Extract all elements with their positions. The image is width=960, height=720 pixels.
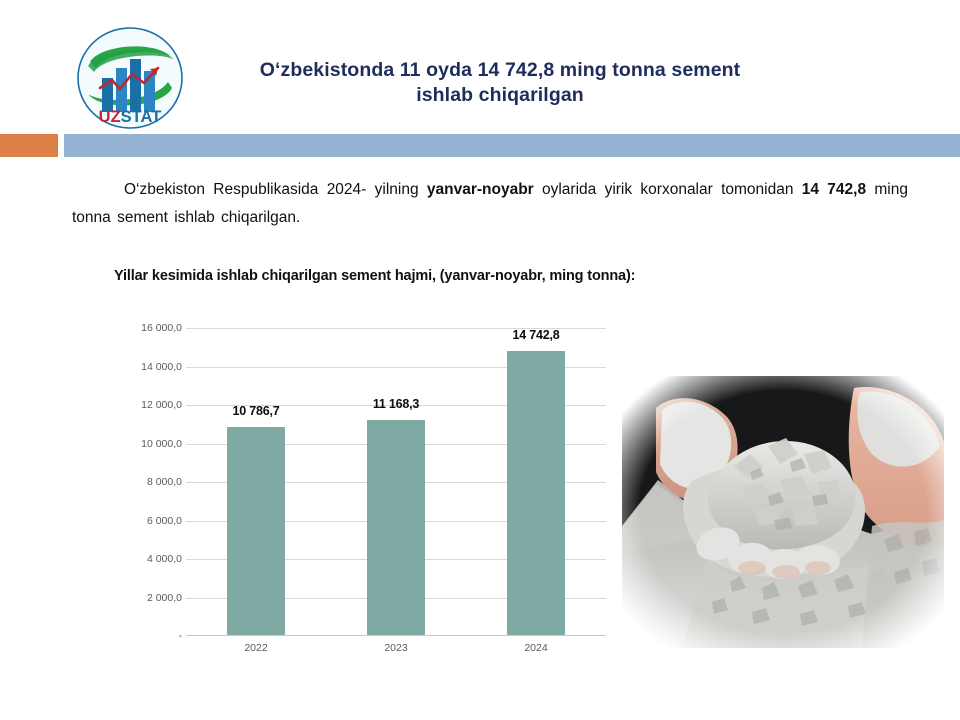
y-axis-labels: 16 000,0 14 000,0 12 000,0 10 000,0 8 000,0 6… (110, 322, 182, 642)
page-header: UZSTAT O‘zbekistonda 11 oyda 14 742,8 mi… (0, 0, 960, 130)
page-title: O‘zbekistonda 11 oyda 14 742,8 ming tonn… (190, 58, 810, 108)
bar-2023[interactable] (367, 420, 425, 635)
y-axis-tick-label: 6 000,0 (146, 514, 182, 527)
y-axis-tick-label: 14 000,0 (141, 360, 182, 373)
gridline (186, 405, 606, 406)
bar-value-label-2023: 11 168,3 (372, 397, 420, 411)
x-axis-line (186, 635, 606, 636)
page-title-line1: O‘zbekistonda 11 oyda 14 742,8 ming tonn… (259, 59, 741, 81)
bar-2022[interactable] (227, 427, 285, 635)
divider-accent-block (0, 134, 58, 157)
gridline (186, 328, 606, 329)
chart-subtitle: Yillar kesimida ishlab chiqarilgan semen… (114, 268, 636, 284)
gridline (186, 366, 606, 368)
x-axis-tick-label-2024: 2024 (524, 642, 548, 654)
y-axis-tick-label: 16 000,0 (141, 322, 182, 334)
bar-2024[interactable] (507, 351, 565, 635)
paragraph-text-1: O‘zbekiston Respublikasida 2024- yilning (124, 181, 427, 198)
y-axis-tick-label: - (178, 630, 183, 642)
paragraph-text-3: ming tonna sement ishlab chiqarilgan. (72, 181, 908, 226)
bar-value-label-2022: 10 786,7 (232, 404, 280, 419)
paragraph-bold-volume: 14 742,8 (801, 181, 867, 198)
paragraph-text-2: oylarida yirik korxonalar tomonidan (533, 181, 802, 198)
bar-value-label-2024: 14 742,8 (512, 328, 560, 343)
uzstat-logo: UZSTAT (74, 26, 186, 130)
cement-in-hands-photo (622, 376, 944, 648)
divider-bar (64, 134, 960, 157)
paragraph-bold-months: yanvar-noyabr (426, 181, 534, 198)
y-axis-tick-label: 8 000,0 (146, 476, 182, 488)
body-paragraph: O‘zbekiston Respublikasida 2024- yilning… (72, 176, 908, 232)
x-axis-tick-label-2023: 2023 (384, 642, 408, 654)
svg-text:UZSTAT: UZSTAT (99, 108, 162, 126)
y-axis-tick-label: 10 000,0 (141, 437, 182, 450)
x-axis-tick-label-2022: 2022 (244, 642, 268, 654)
y-axis-tick-label: 12 000,0 (141, 399, 182, 411)
cement-volume-bar-chart: 16 000,0 14 000,0 12 000,0 10 000,0 8 000,0 6… (110, 322, 620, 658)
y-axis-tick-label: 4 000,0 (146, 553, 182, 565)
page-title-line2: ishlab chiqarilgan (416, 84, 584, 106)
chart-plot-area: 10 786,7 2022 11 168,3 2023 14 742,8 2024 (186, 328, 606, 654)
y-axis-tick-label: 2 000,0 (146, 591, 182, 604)
